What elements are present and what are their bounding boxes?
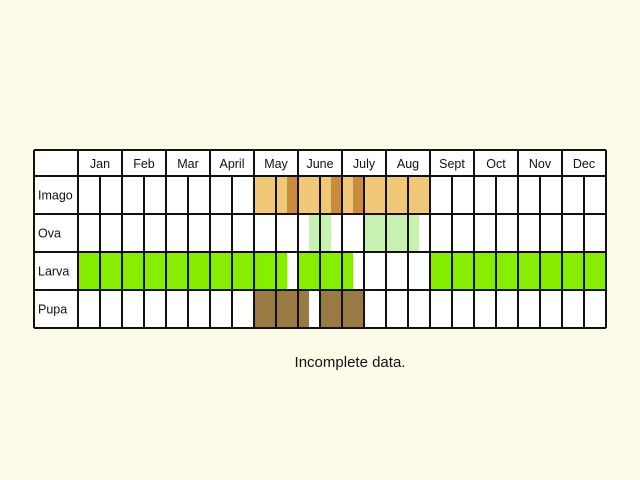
activity-bar-ova (375, 214, 386, 252)
activity-bar-pupa (298, 290, 309, 328)
activity-bar-larva (496, 252, 507, 290)
activity-bar-pupa (287, 290, 298, 328)
activity-bar-ova (320, 214, 331, 252)
incomplete-data-note: Incomplete data. (294, 354, 406, 371)
month-label: Mar (177, 157, 199, 171)
month-label: May (264, 157, 288, 171)
activity-bar-ova (309, 214, 320, 252)
activity-bar-larva (232, 252, 243, 290)
activity-bar-larva (595, 252, 606, 290)
activity-bar-imago (331, 176, 342, 214)
activity-bar-larva (540, 252, 551, 290)
stage-label: Larva (38, 265, 69, 279)
activity-bar-imago (309, 176, 320, 214)
activity-bar-imago (364, 176, 375, 214)
activity-bar-larva (166, 252, 177, 290)
activity-bar-larva (265, 252, 276, 290)
activity-bar-imago (386, 176, 397, 214)
activity-bar-ova (386, 214, 397, 252)
activity-bar-larva (342, 252, 353, 290)
activity-bar-larva (199, 252, 210, 290)
activity-bar-pupa (342, 290, 353, 328)
activity-bar-pupa (331, 290, 342, 328)
activity-bar-larva (210, 252, 221, 290)
activity-bar-imago (287, 176, 298, 214)
activity-bar-larva (276, 252, 287, 290)
month-label: Sept (439, 157, 465, 171)
activity-bar-pupa (265, 290, 276, 328)
activity-bar-larva (474, 252, 485, 290)
activity-bar-larva (177, 252, 188, 290)
stage-label: Imago (38, 189, 73, 203)
activity-bar-larva (573, 252, 584, 290)
stage-label: Pupa (38, 303, 67, 317)
activity-bar-larva (331, 252, 342, 290)
month-label: Oct (486, 157, 506, 171)
activity-bar-imago (397, 176, 408, 214)
activity-bar-larva (298, 252, 309, 290)
month-label: June (306, 157, 333, 171)
activity-bar-larva (529, 252, 540, 290)
activity-bar-larva (320, 252, 331, 290)
activity-bar-larva (562, 252, 573, 290)
activity-bar-larva (452, 252, 463, 290)
activity-bar-larva (485, 252, 496, 290)
activity-bar-larva (584, 252, 595, 290)
activity-bar-ova (397, 214, 408, 252)
activity-bar-larva (155, 252, 166, 290)
activity-bar-imago (342, 176, 353, 214)
activity-bar-imago (419, 176, 430, 214)
stage-label: Ova (38, 227, 61, 241)
activity-bar-imago (375, 176, 386, 214)
activity-bar-pupa (276, 290, 287, 328)
month-label: April (219, 157, 244, 171)
month-label: Aug (397, 157, 419, 171)
activity-bar-larva (430, 252, 441, 290)
activity-bar-larva (254, 252, 265, 290)
activity-bar-larva (441, 252, 452, 290)
activity-bar-imago (265, 176, 276, 214)
activity-bar-larva (243, 252, 254, 290)
activity-bar-larva (133, 252, 144, 290)
activity-bar-pupa (320, 290, 331, 328)
activity-bar-larva (309, 252, 320, 290)
activity-bar-pupa (254, 290, 265, 328)
activity-bar-larva (518, 252, 529, 290)
activity-bar-larva (221, 252, 232, 290)
activity-bar-imago (408, 176, 419, 214)
month-label: Dec (573, 157, 595, 171)
activity-bar-ova (364, 214, 375, 252)
activity-bar-larva (507, 252, 518, 290)
activity-bar-larva (78, 252, 89, 290)
activity-bar-imago (276, 176, 287, 214)
activity-bar-pupa (353, 290, 364, 328)
activity-bar-ova (408, 214, 419, 252)
activity-bar-larva (463, 252, 474, 290)
month-label: July (353, 157, 376, 171)
month-label: Feb (133, 157, 155, 171)
activity-bar-larva (111, 252, 122, 290)
activity-bar-imago (320, 176, 331, 214)
activity-bar-larva (100, 252, 111, 290)
activity-bar-larva (89, 252, 100, 290)
activity-bar-imago (254, 176, 265, 214)
activity-bar-larva (122, 252, 133, 290)
month-label: Jan (90, 157, 110, 171)
activity-bar-imago (353, 176, 364, 214)
activity-bar-larva (188, 252, 199, 290)
activity-bar-imago (298, 176, 309, 214)
month-label: Nov (529, 157, 552, 171)
activity-bar-larva (551, 252, 562, 290)
activity-bar-larva (144, 252, 155, 290)
